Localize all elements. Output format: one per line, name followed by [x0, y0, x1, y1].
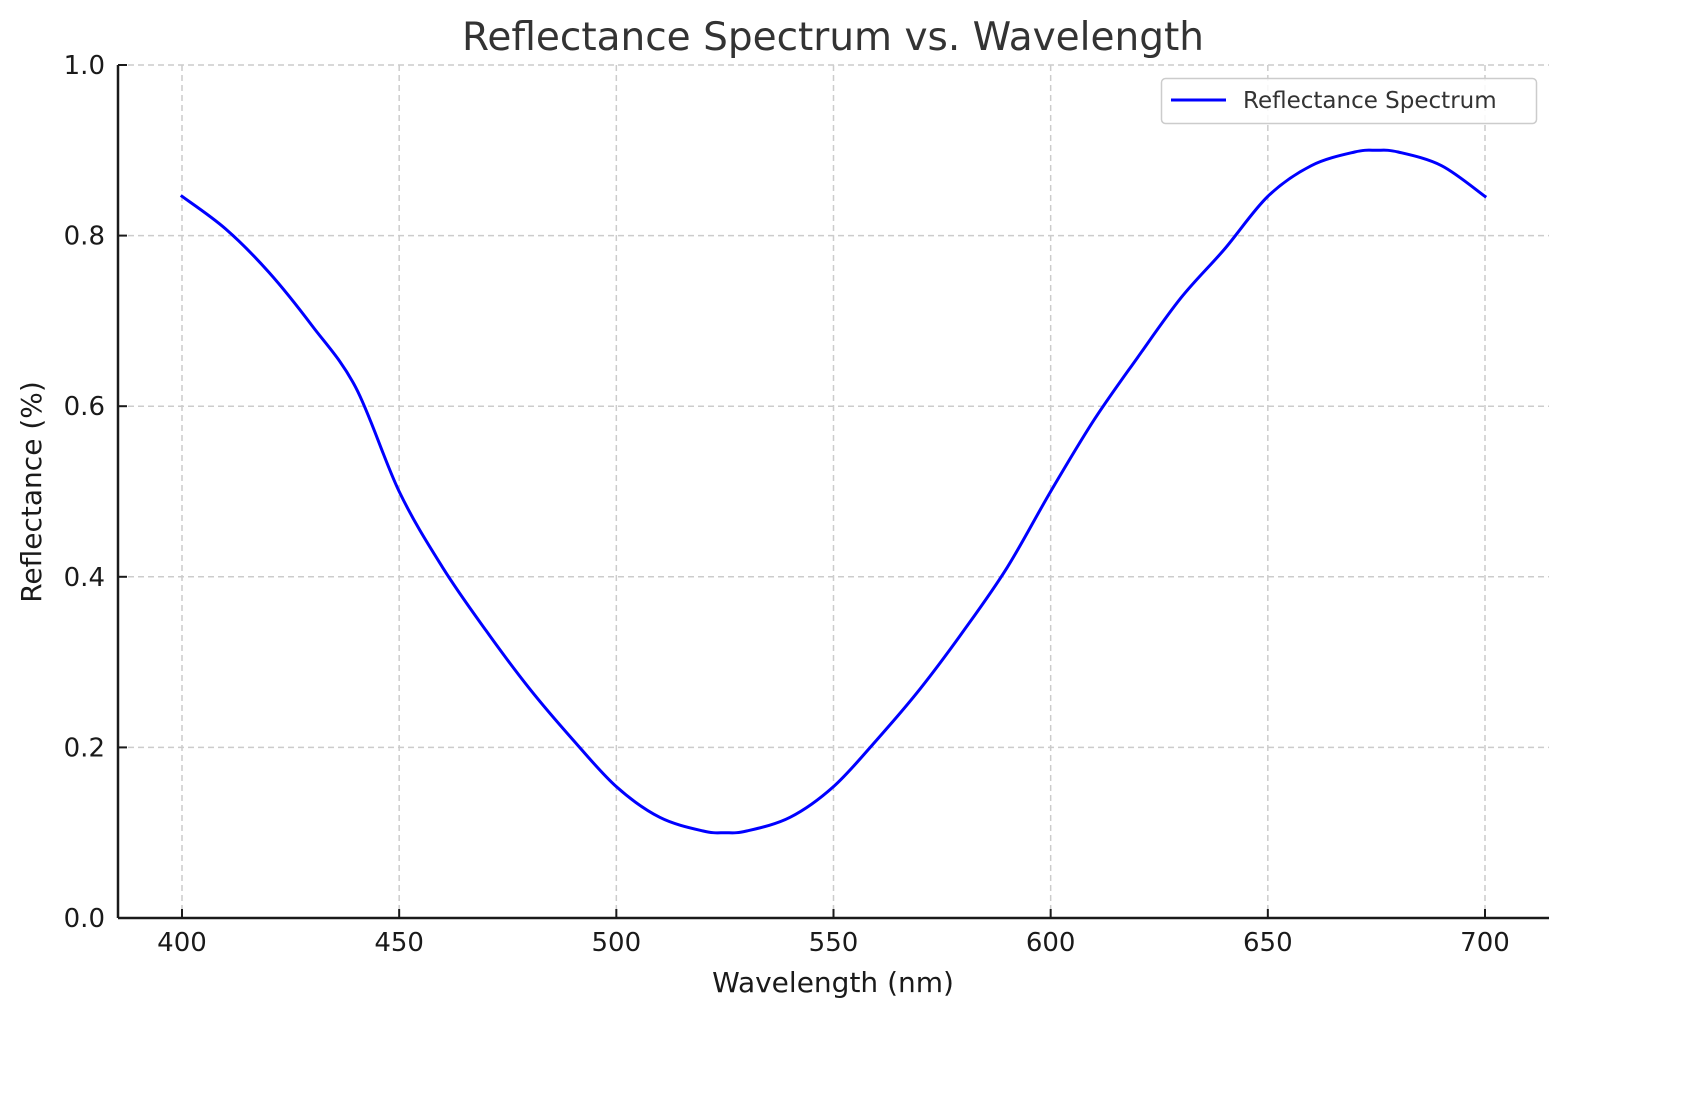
chart-title: Reflectance Spectrum vs. Wavelength [462, 15, 1204, 60]
legend-frame [1160, 77, 1538, 125]
x-tick-label: 500 [592, 928, 642, 958]
y-tick-label: 1.0 [64, 51, 105, 81]
x-tick-label: 700 [1460, 928, 1510, 958]
y-tick-label: 0.4 [64, 563, 105, 593]
series-layer [179, 148, 1488, 835]
y-tick-label: 0.8 [64, 222, 105, 252]
y-tick-label: 0.6 [64, 392, 105, 422]
x-tick-label: 450 [374, 928, 424, 958]
x-tick-label: 400 [157, 928, 207, 958]
y-ticks: 0.0 0.2 0.4 0.6 0.8 1.0 [64, 51, 127, 934]
y-tick-label: 0.0 [64, 904, 105, 934]
legend: Reflectance Spectrum [1160, 77, 1538, 125]
series-line-0 [179, 148, 1488, 835]
x-ticks: 400 450 500 550 600 650 700 [157, 909, 1510, 958]
grid [118, 64, 1549, 919]
x-axis-title: Wavelength (nm) [712, 966, 954, 999]
y-tick-label: 0.2 [64, 733, 105, 763]
x-tick-label: 550 [809, 928, 859, 958]
x-tick-label: 650 [1243, 928, 1293, 958]
legend-label: Reflectance Spectrum [1243, 88, 1497, 114]
x-tick-label: 600 [1026, 928, 1076, 958]
y-axis-title: Reflectance (%) [15, 381, 48, 603]
